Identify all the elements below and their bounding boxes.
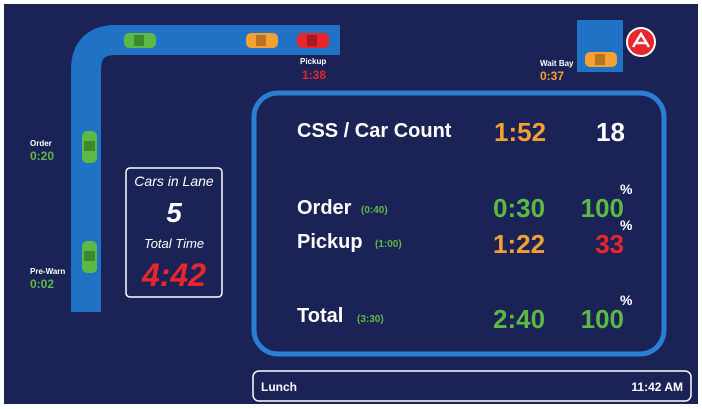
car	[585, 52, 617, 67]
pickup-time: 1:38	[302, 68, 326, 82]
row-time: 2:40	[493, 304, 545, 334]
total-label: Total Time	[144, 236, 204, 251]
row-unit: %	[620, 217, 633, 233]
pre-warn-time: 0:02	[30, 277, 54, 291]
pre-warn-label: Pre-Warn	[30, 267, 65, 276]
order-time: 0:20	[30, 149, 54, 163]
cars-label: Cars in Lane	[134, 173, 214, 189]
car	[82, 131, 97, 163]
page: { "lane": { "pickup": {"label": "Pickup"…	[0, 0, 702, 409]
row-goal: (1:00)	[375, 239, 402, 250]
header-label: CSS / Car Count	[297, 120, 452, 142]
row-time: 1:22	[493, 229, 545, 259]
wait-bay-time: 0:37	[540, 69, 564, 83]
row-percent: 100	[581, 304, 624, 334]
wait-bay-label: Wait Bay	[540, 59, 574, 68]
footer-bar	[253, 371, 691, 401]
row-label: Total	[297, 305, 343, 327]
pickup-label: Pickup	[300, 57, 326, 66]
car	[246, 33, 278, 48]
row-time: 0:30	[493, 193, 545, 223]
car	[82, 241, 97, 273]
daypart: Lunch	[261, 380, 297, 394]
row-unit: %	[620, 292, 633, 308]
order-label: Order	[30, 139, 52, 148]
car	[297, 33, 329, 48]
row-label: Order	[297, 197, 352, 219]
car	[124, 33, 156, 48]
cars-count: 5	[166, 197, 182, 228]
row-percent: 33	[595, 229, 624, 259]
total-time: 4:42	[141, 257, 206, 293]
row-percent: 100	[581, 193, 624, 223]
car-count: 18	[596, 117, 625, 147]
row-goal: (3:30)	[357, 314, 384, 325]
row-unit: %	[620, 181, 633, 197]
row-goal: (0:40)	[361, 205, 388, 216]
row-label: Pickup	[297, 231, 363, 253]
clock: 11:42 AM	[631, 380, 683, 394]
screen: Pickup 1:38 Wait Bay 0:37 Order 0:20 Pre…	[0, 0, 702, 409]
header-time: 1:52	[494, 117, 546, 147]
